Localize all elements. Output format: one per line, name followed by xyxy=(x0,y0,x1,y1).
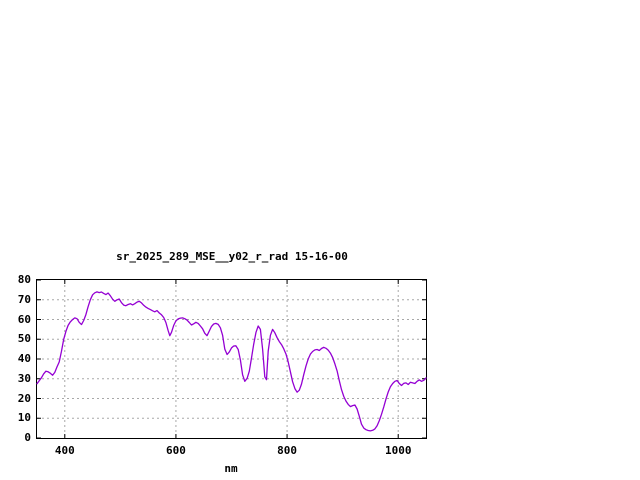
x-axis-label: nm xyxy=(224,462,238,475)
plot-border xyxy=(36,279,427,439)
y-tick-label: 70 xyxy=(17,292,31,306)
x-tick-label: 600 xyxy=(165,444,186,457)
chart-title: sr_2025_289_MSE__y02_r_rad 15-16-00 xyxy=(116,250,348,263)
x-tick-label: 1000 xyxy=(384,444,412,457)
y-tick-label: 30 xyxy=(17,371,31,385)
grid-lines xyxy=(37,280,426,438)
data-line-series xyxy=(36,291,427,432)
y-tick-label: 40 xyxy=(17,352,31,365)
y-tick-label: 60 xyxy=(17,312,31,326)
y-tick-label: 10 xyxy=(17,411,31,425)
x-tick-label: 400 xyxy=(54,444,75,457)
y-tick-label: 20 xyxy=(17,391,31,405)
y-tick-label: 0 xyxy=(24,431,31,444)
y-tick-label: 50 xyxy=(17,332,31,346)
x-tick-label: 800 xyxy=(277,444,297,457)
y-tick-label: 80 xyxy=(17,273,31,286)
